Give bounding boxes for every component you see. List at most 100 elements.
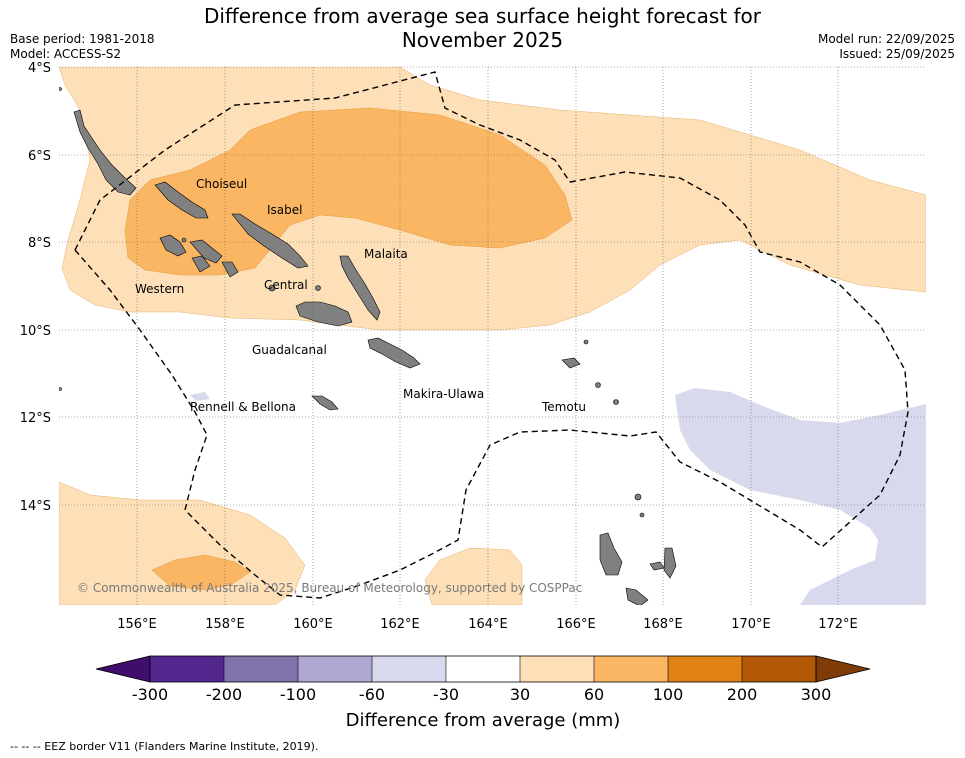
anomaly-band-60-100 [124, 107, 573, 276]
colorbar-segment [446, 656, 520, 682]
islet-5 [595, 382, 601, 388]
isabel-island [231, 213, 309, 269]
lon-tick-labels: 156°E 158°E 160°E 162°E 164°E 166°E 168°… [117, 617, 858, 632]
colorbar-segment [668, 656, 742, 682]
colorbar-tick: -200 [206, 685, 242, 704]
label-rennell-bellona: Rennell & Bellona [190, 400, 296, 414]
islet-10 [59, 387, 62, 391]
guadalcanal-island [295, 301, 353, 327]
label-malaita: Malaita [364, 247, 408, 261]
colorbar-tick: 60 [584, 685, 604, 704]
lat-tick: 14°S [20, 499, 51, 514]
colorbar-tick: -60 [359, 685, 385, 704]
colorbar-tick: -300 [132, 685, 168, 704]
lon-tick: 166°E [556, 617, 596, 632]
map-plot [59, 67, 926, 605]
label-western: Western [135, 282, 184, 296]
colorbar: -300 -200 -100 -60 -30 30 60 100 200 300… [95, 655, 871, 731]
santa-cruz-island [561, 357, 581, 369]
colorbar-label: Difference from average (mm) [346, 710, 621, 731]
islet-9 [59, 87, 62, 91]
vanuatu-small-island [649, 561, 665, 571]
anomaly-band-30-60-south [424, 547, 523, 605]
lon-tick: 172°E [818, 617, 858, 632]
label-temotu: Temotu [541, 400, 586, 414]
lat-tick: 4°S [28, 61, 51, 76]
colorbar-tick: 100 [653, 685, 684, 704]
malaita-island [339, 255, 381, 321]
choiseul-island [154, 181, 209, 219]
label-makira-ulawa: Makira-Ulawa [403, 387, 484, 401]
colorbar-segment [150, 656, 224, 682]
lon-tick: 162°E [380, 617, 420, 632]
meta-left: Base period: 1981-2018 Model: ACCESS-S2 [10, 32, 155, 62]
lat-tick: 6°S [28, 149, 51, 164]
map-title: Difference from average sea surface heig… [0, 4, 965, 52]
colorbar-extend-high [815, 655, 871, 683]
new-georgia-island [159, 234, 187, 257]
label-choiseul: Choiseul [196, 177, 247, 191]
lon-tick: 168°E [643, 617, 683, 632]
title-line-2: November 2025 [401, 28, 564, 52]
copyright-notice: © Commonwealth of Australia 2025, Bureau… [77, 581, 582, 595]
islet-1 [181, 237, 187, 243]
anomaly-band-60-100-south [151, 554, 251, 591]
lat-tick: 12°S [20, 411, 51, 426]
colorbar-tick: -100 [280, 685, 316, 704]
label-isabel: Isabel [267, 203, 302, 217]
islet-8 [639, 512, 645, 518]
model-name: Model: ACCESS-S2 [10, 47, 122, 61]
province-labels: Choiseul Isabel Malaita Western Central … [135, 177, 586, 414]
islet-3 [315, 285, 321, 291]
eez-legend-note: -- -- -- EEZ border V11 (Flanders Marine… [10, 740, 319, 753]
colorbar-segment [742, 656, 816, 682]
islet-7 [634, 493, 642, 501]
base-period: Base period: 1981-2018 [10, 32, 155, 46]
lon-tick: 170°E [731, 617, 771, 632]
colorbar-segment [594, 656, 668, 682]
colorbar-tick: 200 [727, 685, 758, 704]
issued-date: Issued: 25/09/2025 [839, 47, 955, 61]
gridlines [59, 66, 926, 605]
title-line-1: Difference from average sea surface heig… [203, 4, 762, 28]
kolombangara-island [189, 239, 223, 264]
colorbar-extend-low [95, 655, 151, 683]
model-run: Model run: 22/09/2025 [817, 32, 955, 46]
eez-border-southern [74, 249, 823, 599]
colorbar-segment [224, 656, 298, 682]
anomaly-band-neg60-neg30-east [675, 388, 926, 605]
makira-island [367, 337, 421, 369]
vanuatu-south-island [625, 587, 649, 605]
eez-border-solomon [74, 71, 571, 251]
colorbar-segment [520, 656, 594, 682]
meta-right: Model run: 22/09/2025 Issued: 25/09/2025 [818, 32, 955, 62]
land-masses [59, 87, 677, 605]
label-central: Central [264, 278, 308, 292]
colorbar-frame [149, 655, 817, 683]
colorbar-tick: 30 [510, 685, 530, 704]
lat-tick-labels: 4°S 6°S 8°S 10°S 12°S 14°S [20, 61, 51, 514]
lat-tick: 10°S [20, 324, 51, 339]
vanuatu-espiritu-santo [599, 532, 623, 576]
colorbar-tick: -30 [433, 685, 459, 704]
islet-6 [613, 399, 619, 405]
rennell-island [311, 395, 339, 411]
colorbar-segment [372, 656, 446, 682]
lon-tick: 164°E [468, 617, 508, 632]
lon-tick: 156°E [117, 617, 157, 632]
islet-2 [268, 284, 276, 292]
lon-tick: 160°E [293, 617, 333, 632]
anomaly-band-neg60-neg30-small [190, 392, 210, 401]
lon-tick: 158°E [205, 617, 245, 632]
vanuatu-east-island [663, 547, 677, 579]
islet-4 [583, 339, 589, 345]
colorbar-tick: 300 [801, 685, 832, 704]
colorbar-segment [298, 656, 372, 682]
lat-tick: 8°S [28, 236, 51, 251]
bougainville-island [73, 109, 137, 196]
vella-lavella-island [191, 255, 211, 273]
rendova-island [221, 261, 239, 278]
label-guadalcanal: Guadalcanal [252, 343, 327, 357]
colorbar-ticks: -300 -200 -100 -60 -30 30 60 100 200 300 [132, 685, 831, 704]
